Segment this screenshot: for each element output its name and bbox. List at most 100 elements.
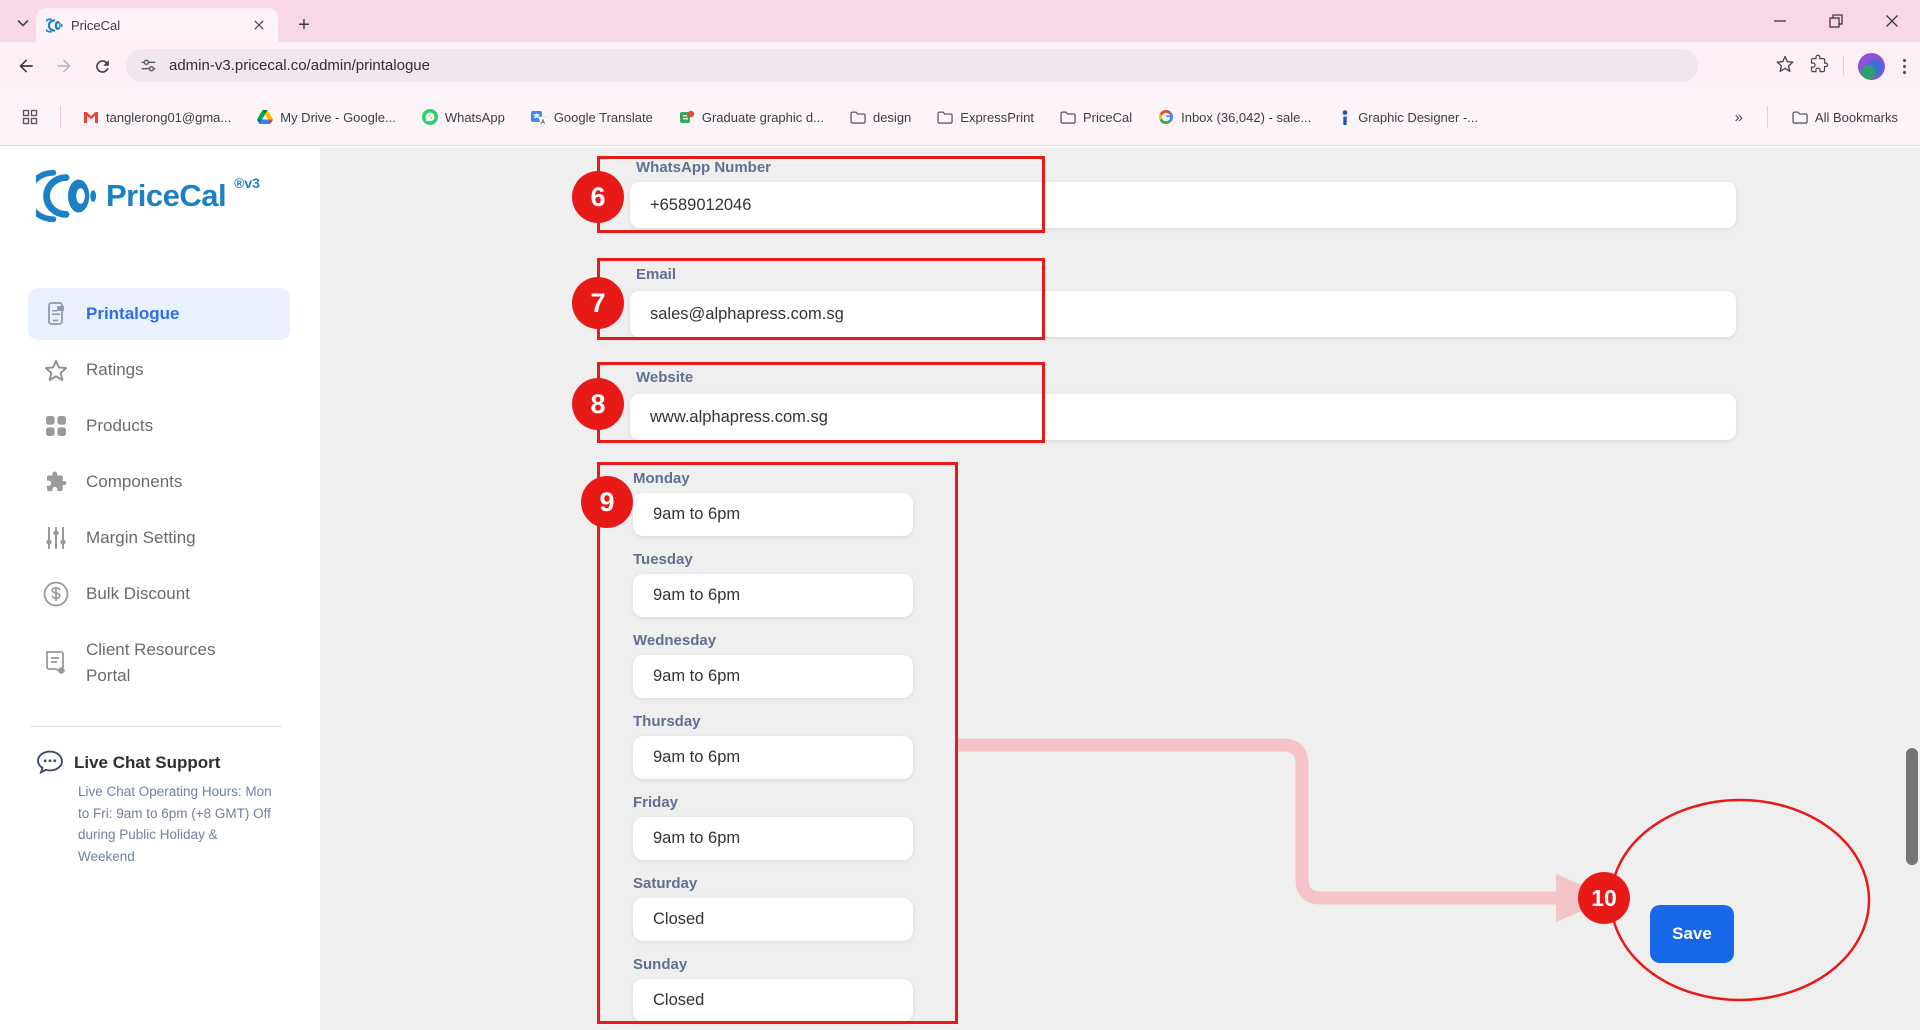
whatsapp-number-input[interactable]: +6589012046	[630, 182, 1736, 228]
forward-icon	[57, 59, 71, 73]
sidebar-item-ratings[interactable]: Ratings	[28, 344, 290, 396]
whatsapp-number-label: WhatsApp Number	[636, 159, 771, 176]
indeed-i-icon	[1342, 110, 1348, 125]
dollar-circle-icon	[42, 581, 70, 607]
back-button[interactable]	[10, 50, 42, 82]
folder-icon	[1060, 110, 1076, 124]
day-hours-input[interactable]: 9am to 6pm	[633, 574, 913, 617]
apps-grid-icon	[22, 109, 38, 125]
bookmark-google-translate[interactable]: Google Translate	[523, 104, 661, 130]
apps-grid-button[interactable]	[14, 104, 46, 130]
live-chat-support: Live Chat Support Live Chat Operating Ho…	[36, 750, 286, 867]
bookmark-inbox[interactable]: Inbox (36,042) - sale...	[1150, 104, 1319, 130]
email-label: Email	[636, 266, 677, 283]
url-text: admin-v3.pricecal.co/admin/printalogue	[169, 57, 430, 74]
close-icon	[1886, 15, 1898, 27]
translate-icon	[530, 111, 547, 125]
browser-tab-pricecal[interactable]: PriceCal	[36, 8, 278, 42]
bookmarks-bar: tanglerong01@gma... My Drive - Google...	[0, 89, 1920, 146]
opening-hours-row: Thursday 9am to 6pm	[633, 713, 913, 779]
all-bookmarks-button[interactable]: All Bookmarks	[1784, 105, 1906, 130]
opening-hours-row: Wednesday 9am to 6pm	[633, 632, 913, 698]
day-hours-input[interactable]: 9am to 6pm	[633, 736, 913, 779]
bookmark-graphic-designer[interactable]: Graphic Designer -...	[1329, 104, 1486, 130]
star-icon	[42, 358, 70, 383]
sidebar-item-components[interactable]: Components	[28, 456, 290, 508]
minimize-button[interactable]	[1752, 0, 1808, 42]
chat-bubble-icon	[37, 750, 63, 775]
drive-icon	[257, 110, 274, 124]
folder-icon	[937, 110, 953, 124]
bookmark-folder-pricecal[interactable]: PriceCal	[1052, 105, 1140, 130]
bookmarks-overflow-button[interactable]: »	[1734, 108, 1743, 126]
day-label: Wednesday	[633, 632, 717, 649]
website-label: Website	[636, 369, 694, 386]
opening-hours-row: Tuesday 9am to 6pm	[633, 551, 913, 617]
whatsapp-icon	[421, 109, 438, 125]
tab-close-icon[interactable]	[250, 16, 268, 34]
annotation-badge-6: 6	[572, 171, 624, 223]
extensions-icon[interactable]	[1809, 54, 1829, 79]
site-settings-icon	[141, 59, 156, 72]
sidebar-item-products[interactable]: Products	[28, 400, 290, 452]
restore-button[interactable]	[1808, 0, 1864, 42]
profile-avatar[interactable]	[1858, 52, 1885, 80]
close-button[interactable]	[1864, 0, 1920, 42]
printalogue-icon	[42, 301, 70, 327]
bookmark-whatsapp[interactable]: WhatsApp	[414, 104, 513, 130]
reload-icon	[95, 59, 109, 73]
opening-hours-row: Monday 9am to 6pm	[633, 470, 913, 536]
reload-button[interactable]	[86, 50, 118, 82]
toolbar-right	[1775, 50, 1910, 82]
day-hours-input[interactable]: Closed	[633, 979, 913, 1022]
graduate-site-icon	[679, 110, 695, 123]
bookmark-star-icon[interactable]	[1775, 54, 1795, 79]
forward-button[interactable]	[48, 50, 80, 82]
sidebar-nav: Printalogue Ratings Products Components …	[28, 288, 290, 706]
url-bar[interactable]: admin-v3.pricecal.co/admin/printalogue	[126, 49, 1698, 82]
save-button[interactable]: Save	[1650, 905, 1734, 963]
sidebar-item-client-resources-portal[interactable]: Client Resources Portal	[28, 624, 290, 702]
day-hours-input[interactable]: 9am to 6pm	[633, 655, 913, 698]
toolbar-separator	[1843, 56, 1844, 76]
logo-text: PriceCal	[106, 178, 227, 213]
sidebar-item-label: Client Resources Portal	[86, 640, 216, 685]
sidebar-item-printalogue[interactable]: Printalogue	[28, 288, 290, 340]
website-input[interactable]: www.alphapress.com.sg	[630, 394, 1736, 440]
bookmark-folder-design[interactable]: design	[842, 105, 919, 130]
back-icon	[19, 59, 33, 73]
live-chat-title: Live Chat Support	[74, 752, 221, 772]
day-label: Saturday	[633, 875, 698, 892]
tab-title: PriceCal	[71, 17, 121, 33]
tab-search-button[interactable]	[10, 10, 36, 36]
bookmark-gmail[interactable]: tanglerong01@gma...	[75, 105, 239, 130]
main-content-background	[320, 147, 1920, 1030]
bookmark-graduate[interactable]: Graduate graphic d...	[671, 104, 832, 130]
sidebar-item-margin-setting[interactable]: Margin Setting	[28, 512, 290, 564]
day-hours-input[interactable]: 9am to 6pm	[633, 493, 913, 536]
folder-icon	[850, 110, 866, 124]
menu-kebab-icon[interactable]	[1899, 55, 1910, 78]
day-label: Monday	[633, 470, 690, 487]
new-tab-button[interactable]: +	[298, 13, 310, 36]
browser-titlebar: PriceCal +	[0, 0, 1920, 42]
bookmark-drive[interactable]: My Drive - Google...	[249, 105, 404, 130]
opening-hours-row: Friday 9am to 6pm	[633, 794, 913, 860]
google-g-icon	[1159, 110, 1174, 125]
live-chat-hours: Live Chat Operating Hours: Mon to Fri: 9…	[78, 784, 272, 864]
day-hours-input[interactable]: 9am to 6pm	[633, 817, 913, 860]
email-input[interactable]: sales@alphapress.com.sg	[630, 291, 1736, 337]
sidebar-item-label: Margin Setting	[86, 528, 196, 547]
sidebar-item-bulk-discount[interactable]: Bulk Discount	[28, 568, 290, 620]
opening-hours-list: Monday 9am to 6pm Tuesday 9am to 6pm Wed…	[633, 470, 913, 1030]
annotation-badge-10: 10	[1578, 872, 1630, 924]
day-hours-input[interactable]: Closed	[633, 898, 913, 941]
bookmark-folder-expressprint[interactable]: ExpressPrint	[929, 105, 1042, 130]
sidebar-item-label: Products	[86, 416, 154, 435]
page-scrollbar-thumb[interactable]	[1906, 748, 1918, 865]
bookmarks-separator	[60, 106, 61, 128]
restore-icon	[1829, 14, 1843, 28]
opening-hours-row: Saturday Closed	[633, 875, 913, 941]
pricecal-logo[interactable]: PriceCal ®v3	[36, 168, 260, 224]
annotation-badge-8: 8	[572, 378, 624, 430]
